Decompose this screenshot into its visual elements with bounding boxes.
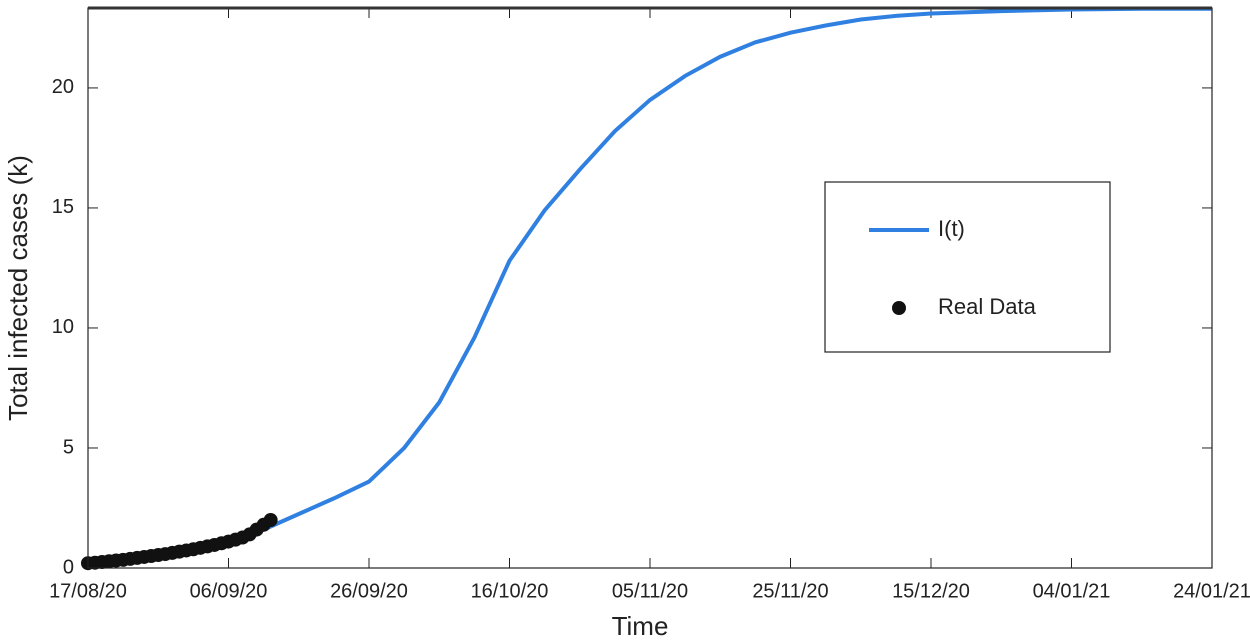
legend-box [824,181,1111,353]
y-tick-label: 10 [52,316,74,338]
x-tick-label: 26/09/20 [330,580,408,602]
x-tick-label: 04/01/21 [1033,580,1111,602]
x-tick-label: 15/12/20 [892,580,970,602]
y-axis-label: Total infected cases (k) [3,155,33,421]
y-tick-label: 15 [52,196,74,218]
y-tick-label: 0 [63,556,74,578]
x-tick-label: 06/09/20 [190,580,268,602]
x-tick-label: 17/08/20 [49,580,127,602]
legend-label: I(t) [938,216,965,241]
y-tick-label: 5 [63,436,74,458]
legend-label: Real Data [938,294,1037,319]
x-tick-label: 24/01/21 [1173,580,1250,602]
x-tick-label: 16/10/20 [471,580,549,602]
x-axis-label: Time [612,611,669,641]
data-point [263,512,278,527]
y-tick-label: 20 [52,76,74,98]
legend-marker [892,301,906,315]
x-tick-label: 05/11/20 [612,580,688,602]
x-tick-label: 25/11/20 [752,580,828,602]
